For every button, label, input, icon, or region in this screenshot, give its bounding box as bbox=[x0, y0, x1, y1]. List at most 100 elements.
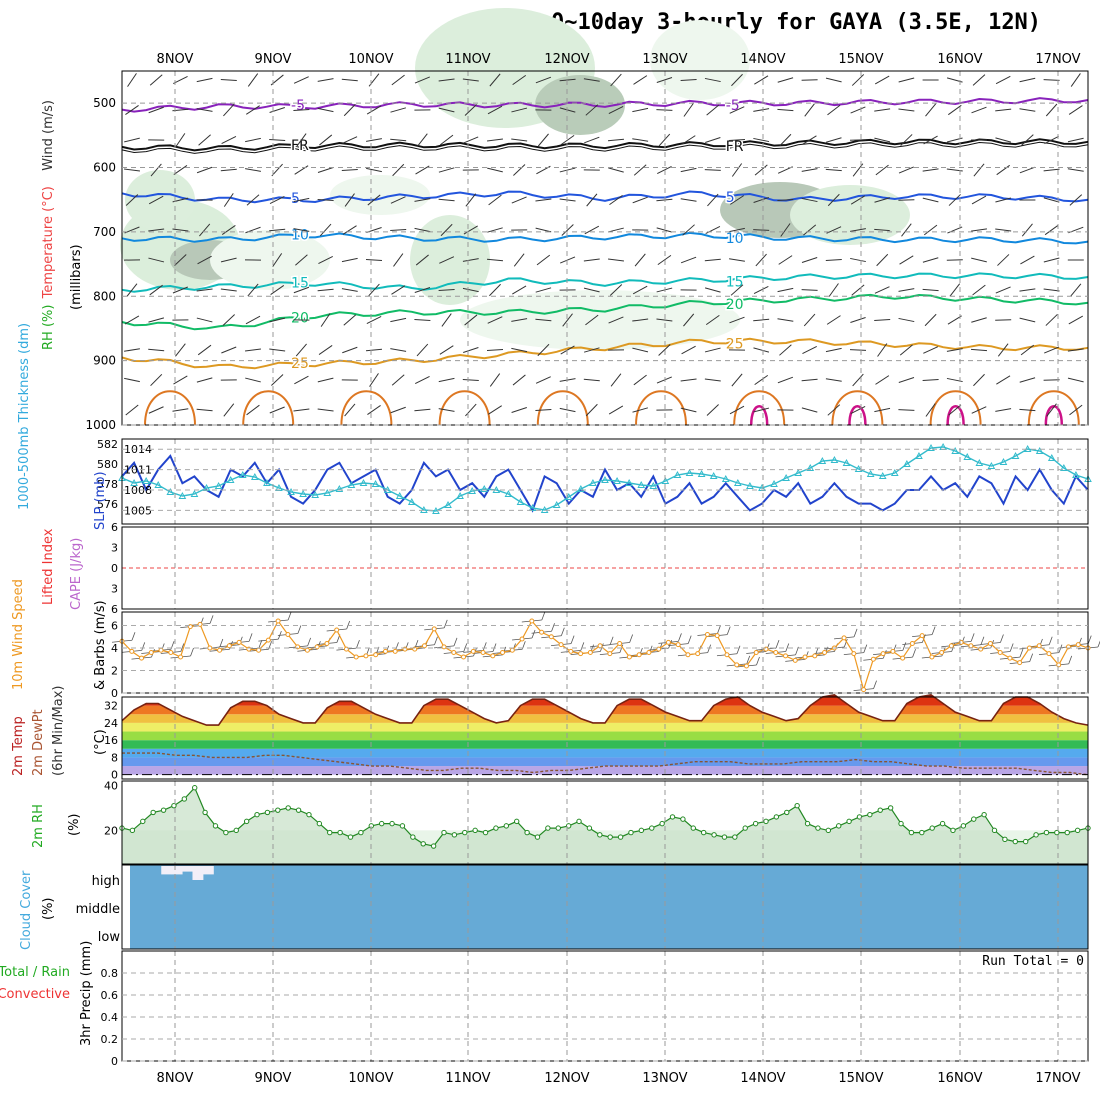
wind-barb bbox=[438, 289, 455, 291]
wind-barb-flag bbox=[1019, 648, 1024, 658]
rh-marker bbox=[160, 807, 167, 813]
rh-marker bbox=[441, 829, 447, 836]
cloud-gap bbox=[192, 866, 204, 880]
wind-barb-flag bbox=[609, 636, 614, 645]
wind-barb bbox=[584, 136, 600, 144]
wind-barb bbox=[946, 348, 963, 352]
wind-barb bbox=[705, 137, 721, 143]
wind-speed-marker bbox=[948, 643, 954, 649]
rh-marker bbox=[700, 829, 707, 836]
wind-barb bbox=[511, 107, 528, 113]
wind-barb bbox=[583, 287, 600, 293]
wind-barb-flag bbox=[873, 680, 877, 689]
wind-barb bbox=[173, 165, 188, 175]
wind-barb bbox=[222, 314, 235, 326]
wind-barb bbox=[269, 107, 285, 113]
rh-marker bbox=[981, 811, 987, 818]
wind-barb bbox=[294, 165, 309, 175]
wind-speed-marker bbox=[421, 643, 427, 649]
wind-speed-marker bbox=[324, 641, 330, 646]
wind-barb bbox=[559, 378, 576, 382]
wind-barb bbox=[681, 135, 696, 145]
wind-barb bbox=[438, 167, 455, 173]
wind-barb-flag bbox=[726, 626, 731, 635]
wind-barb bbox=[392, 163, 405, 177]
wind-barb bbox=[995, 286, 1011, 294]
wind-barb bbox=[148, 195, 164, 205]
wind-barb bbox=[294, 375, 309, 385]
wind-barb bbox=[535, 227, 552, 233]
temperature-band bbox=[122, 757, 1088, 767]
slp-line bbox=[121, 454, 1089, 513]
wind-barb-flag bbox=[141, 642, 146, 651]
wind-barb bbox=[608, 405, 624, 415]
wind-barb bbox=[656, 198, 673, 202]
chart-title: GFS 0~10day 3-hourly for GAYA (3.5E, 12N… bbox=[498, 10, 1042, 35]
wind-barb bbox=[583, 258, 600, 262]
wind-barb-flag bbox=[531, 629, 536, 639]
wind-barb bbox=[586, 193, 598, 207]
wind-barb bbox=[148, 257, 165, 263]
wind-barb bbox=[487, 167, 503, 173]
wind-barb bbox=[414, 408, 431, 412]
isotherm-20 bbox=[121, 293, 1089, 331]
wind-barb bbox=[610, 73, 622, 87]
wind-barb bbox=[318, 255, 333, 265]
wind-barb bbox=[801, 257, 818, 263]
wind-barb-flag bbox=[970, 633, 975, 642]
cloud-units-title: (%) bbox=[41, 898, 56, 921]
wind-barb bbox=[1021, 223, 1033, 237]
wind-barb bbox=[825, 137, 842, 143]
wind-barb bbox=[924, 313, 937, 327]
thickness-marker bbox=[552, 500, 561, 508]
wind-barb-flag bbox=[912, 648, 916, 658]
wind-barb bbox=[633, 164, 647, 176]
wind-speed-marker bbox=[1056, 662, 1062, 668]
wind-barb bbox=[971, 228, 987, 232]
rh-marker bbox=[1054, 829, 1060, 836]
pressure-tick-label: 900 bbox=[93, 354, 116, 368]
humidity-shade bbox=[125, 170, 195, 230]
wind-barb bbox=[779, 344, 792, 356]
wind-barb bbox=[513, 164, 526, 176]
wind-barb bbox=[293, 408, 310, 412]
wind-barb-flag bbox=[307, 637, 312, 647]
rh-marker bbox=[597, 832, 603, 838]
wind-barb bbox=[341, 257, 358, 263]
wind-barb bbox=[585, 314, 599, 326]
boundary-layer-hot-contour bbox=[749, 405, 769, 426]
wind-barb bbox=[877, 343, 888, 357]
wind-barb bbox=[440, 223, 453, 237]
wind-barb bbox=[923, 346, 939, 354]
wind-barb bbox=[124, 315, 140, 325]
thickness-axis-title: 1000-500mb Thickness (dm) bbox=[17, 323, 32, 510]
wind-barb bbox=[948, 104, 962, 116]
day-label-bottom: 11NOV bbox=[445, 1071, 490, 1086]
wind-barb-flag bbox=[619, 644, 624, 653]
isotherm-label: 15 bbox=[291, 276, 309, 292]
wind-barb bbox=[245, 168, 261, 172]
rh-marker bbox=[524, 829, 530, 836]
wind-barb bbox=[876, 253, 889, 267]
wind-barb-flag bbox=[902, 642, 907, 651]
rh-marker bbox=[971, 816, 977, 822]
wind-barb bbox=[246, 404, 260, 416]
wind-barb bbox=[463, 136, 479, 144]
wind-speed-marker bbox=[558, 642, 564, 648]
wind-barb bbox=[342, 346, 358, 354]
thickness-marker bbox=[263, 478, 271, 486]
wind-barb-flag bbox=[746, 655, 751, 665]
wind-barb bbox=[803, 313, 816, 327]
thickness-marker bbox=[444, 500, 452, 508]
rh-marker bbox=[212, 823, 219, 829]
wind-barb bbox=[124, 226, 140, 234]
wind-barb bbox=[656, 227, 673, 233]
wind-barb bbox=[317, 408, 334, 412]
wind-speed-marker bbox=[168, 650, 174, 655]
rh-marker bbox=[493, 825, 499, 831]
wind-barb bbox=[366, 105, 382, 115]
rh-marker bbox=[742, 825, 748, 831]
wind-barb bbox=[415, 375, 430, 385]
wind-speed-marker bbox=[812, 653, 818, 659]
